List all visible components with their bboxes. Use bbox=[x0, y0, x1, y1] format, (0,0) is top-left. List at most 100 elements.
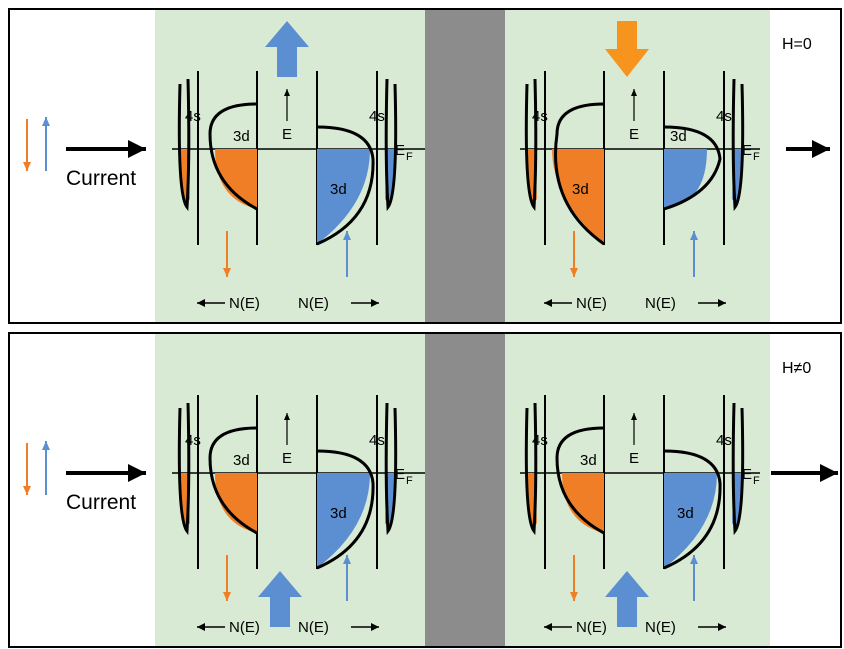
electrode-bottom-left-spin-up-arrow-head bbox=[343, 555, 351, 564]
electrode-top-right-3d-up-filled bbox=[664, 149, 707, 209]
electrode-top-right-dos-arrow-left-head bbox=[544, 299, 552, 307]
current-arrow-bottom-head bbox=[128, 464, 146, 482]
electrode-bottom-left-3d-up-outline bbox=[316, 449, 375, 570]
electrode-top-right-label-4s-left: 4s bbox=[532, 108, 548, 125]
electrode-top-left-dos-arrow-right-head bbox=[371, 299, 379, 307]
electrode-bottom-right-label-4s-right: 4s bbox=[716, 432, 732, 449]
electrode-bottom-left-dos-arrow-right-head bbox=[371, 623, 379, 631]
legend-spin-up-bottom bbox=[42, 441, 50, 495]
electrode-top-right-4s-down-outline bbox=[524, 78, 538, 212]
electrode-top-left-spin-down-arrow bbox=[223, 231, 231, 277]
electrode-bottom-left-label-3d-left: 3d bbox=[233, 452, 250, 469]
electrode-bottom-right-energy-label: E bbox=[629, 450, 639, 467]
electrode-bottom-left-spin-up-arrow bbox=[343, 555, 351, 601]
electrode-bottom-left-spin-down-arrow bbox=[223, 555, 231, 601]
electrode-top-left-spin-up-arrow bbox=[343, 231, 351, 277]
electrode-top-left-fermi-subscript: F bbox=[406, 151, 413, 163]
electrode-top-left-label-4s-left: 4s bbox=[185, 108, 201, 125]
electrode-top-right-spin-up-arrow-head bbox=[690, 231, 698, 240]
electrode-top-right-dos-arrow-right bbox=[698, 299, 726, 307]
electrode-bottom-left-4s-down-outline bbox=[177, 402, 191, 536]
electrode-bottom-right-spin-up-arrow bbox=[690, 555, 698, 601]
electrode-top-right-3d-down-filled bbox=[552, 149, 604, 244]
electrode-bottom-left-dos-arrow-right bbox=[351, 623, 379, 631]
current-arrow-top bbox=[66, 140, 146, 158]
field-label-top: H=0 bbox=[782, 36, 812, 53]
electrode-bottom-left-fermi-subscript: F bbox=[406, 475, 413, 487]
magnetization-arrow-right-top bbox=[605, 21, 649, 77]
electrode-top-left-dos-arrow-right bbox=[351, 299, 379, 307]
current-label-bottom: Current bbox=[66, 491, 136, 514]
electrode-bottom-left-label-4s-left: 4s bbox=[185, 432, 201, 449]
electrode-bottom-right-dos-arrow-right-head bbox=[718, 623, 726, 631]
electrode-bottom-left-dos-arrow-left bbox=[197, 623, 225, 631]
electrode-top-right-energy-arrow-head bbox=[631, 89, 637, 96]
legend-spin-down-top bbox=[23, 119, 31, 171]
electrode-bottom-right-energy-arrow bbox=[631, 413, 637, 445]
electrode-bottom-left-dos-label-right: N(E) bbox=[298, 619, 329, 636]
electrode-top-left-dos-arrow-left-head bbox=[197, 299, 205, 307]
legend-spin-up-top bbox=[42, 117, 50, 171]
electrode-bottom-left-3d-down-outline bbox=[208, 426, 258, 535]
electrode-top-left-3d-up-outline bbox=[316, 125, 375, 246]
electrode-bottom-right-4s-down-outline bbox=[524, 402, 538, 536]
electrode-top-right-3d-up-outline bbox=[663, 125, 722, 211]
output-arrow-bottom-head bbox=[820, 464, 838, 482]
electrode-bottom-right-label-3d-right: 3d bbox=[677, 505, 694, 522]
electrode-bottom-left-energy-arrow bbox=[284, 413, 290, 445]
electrode-top-left-4s-down-outline bbox=[177, 78, 191, 212]
electrode-top-right-fermi-subscript: F bbox=[753, 151, 760, 163]
electrode-top-left-energy-label: E bbox=[282, 126, 292, 143]
current-arrow-bottom bbox=[66, 464, 146, 482]
electrode-top-left-3d-down-filled bbox=[215, 149, 257, 209]
electrode-bottom-left-fermi-label: E bbox=[395, 466, 405, 483]
electrode-bottom-right-3d-up-filled bbox=[664, 473, 717, 568]
electrode-bottom-left-label-3d-right: 3d bbox=[330, 505, 347, 522]
electrode-top-right-4s-up-outline bbox=[731, 78, 745, 212]
output-arrow-top bbox=[786, 140, 830, 158]
electrode-top-right-fermi-label: E bbox=[742, 142, 752, 159]
electrode-bottom-left-dos-label-left: N(E) bbox=[229, 619, 260, 636]
current-arrow-top-head bbox=[128, 140, 146, 158]
electrode-bottom-right-3d-down-outline bbox=[555, 426, 605, 535]
electrode-bottom-right-dos-arrow-left bbox=[544, 623, 572, 631]
electrode-bottom-right-spin-down-arrow-head bbox=[570, 592, 578, 601]
electrode-top-right-spin-down-arrow-head bbox=[570, 268, 578, 277]
electrode-bottom-left-label-4s-right: 4s bbox=[369, 432, 385, 449]
output-arrow-top-head bbox=[812, 140, 830, 158]
electrode-top-right-label-3d-right: 3d bbox=[670, 128, 687, 145]
electrode-bottom-right-energy-arrow-head bbox=[631, 413, 637, 420]
electrode-top-right-3d-down-outline bbox=[554, 102, 605, 246]
electrode-bottom-right-dos-label-left: N(E) bbox=[576, 619, 607, 636]
electrode-top-right-dos-label-left: N(E) bbox=[576, 295, 607, 312]
electrode-top-left-label-3d-left: 3d bbox=[233, 128, 250, 145]
electrode-top-left-dos-arrow-left bbox=[197, 299, 225, 307]
electrode-top-left-fermi-label: E bbox=[395, 142, 405, 159]
electrode-bottom-right-label-3d-left: 3d bbox=[580, 452, 597, 469]
electrode-bottom-right-label-4s-left: 4s bbox=[532, 432, 548, 449]
magnetization-arrow-left-top bbox=[265, 21, 309, 77]
electrode-top-left-3d-up-filled bbox=[317, 149, 370, 244]
electrode-top-left-dos-label-right: N(E) bbox=[298, 295, 329, 312]
electrode-bottom-right-spin-up-arrow-head bbox=[690, 555, 698, 564]
electrode-bottom-right-3d-down-filled bbox=[562, 473, 604, 533]
electrode-bottom-right-dos-arrow-right bbox=[698, 623, 726, 631]
tunnel-barrier-top bbox=[425, 10, 505, 322]
electrode-top-left-spin-up-arrow-head bbox=[343, 231, 351, 240]
legend-spin-up-top-head bbox=[42, 117, 50, 126]
electrode-bottom-right-dos-arrow-left-head bbox=[544, 623, 552, 631]
electrode-top-left-3d-down-outline bbox=[208, 102, 258, 211]
electrode-bottom-left-energy-label: E bbox=[282, 450, 292, 467]
electrode-top-right-energy-arrow bbox=[631, 89, 637, 121]
electrode-bottom-right-3d-up-outline bbox=[663, 449, 722, 570]
electrode-top-right-label-3d-left: 3d bbox=[572, 181, 589, 198]
electrode-top-left-4s-up-outline bbox=[384, 78, 398, 212]
current-label-top: Current bbox=[66, 167, 136, 190]
output-arrow-bottom bbox=[771, 464, 838, 482]
electrode-bottom-left-dos-arrow-left-head bbox=[197, 623, 205, 631]
electrode-bottom-right-4s-up-outline bbox=[731, 402, 745, 536]
electrode-bottom-right-spin-down-arrow bbox=[570, 555, 578, 601]
electrode-top-right-dos-arrow-right-head bbox=[718, 299, 726, 307]
